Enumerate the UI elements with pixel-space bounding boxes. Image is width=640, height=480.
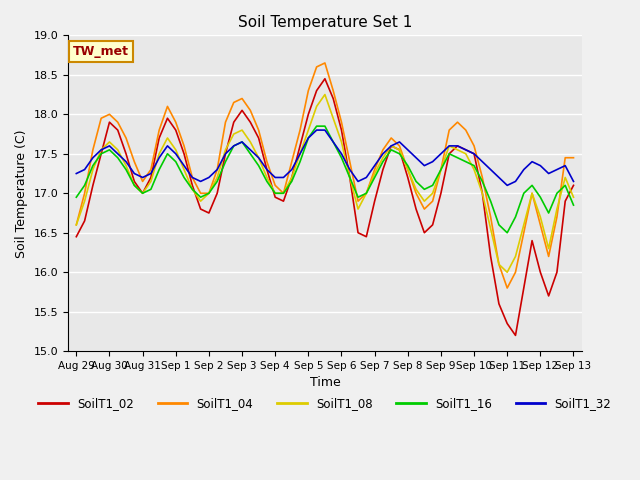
SoilT1_32 [346, 167, 354, 172]
SoilT1_08 [504, 269, 511, 275]
SoilT1_16 [346, 175, 354, 180]
SoilT1_32 [379, 151, 387, 156]
SoilT1_02 [189, 182, 196, 188]
SoilT1_04 [379, 147, 387, 153]
Line: SoilT1_02: SoilT1_02 [76, 79, 573, 336]
SoilT1_16 [379, 159, 387, 165]
SoilT1_08 [189, 186, 196, 192]
SoilT1_02 [520, 285, 527, 291]
SoilT1_08 [72, 222, 80, 228]
SoilT1_16 [172, 159, 180, 165]
SoilT1_08 [321, 92, 329, 97]
SoilT1_08 [520, 222, 527, 228]
SoilT1_02 [570, 182, 577, 188]
Line: SoilT1_16: SoilT1_16 [76, 126, 573, 233]
SoilT1_32 [520, 167, 527, 172]
SoilT1_04 [570, 155, 577, 161]
SoilT1_32 [570, 179, 577, 184]
SoilT1_04 [189, 175, 196, 180]
SoilT1_04 [346, 159, 354, 165]
Line: SoilT1_32: SoilT1_32 [76, 130, 573, 185]
SoilT1_32 [72, 171, 80, 177]
SoilT1_32 [313, 127, 321, 133]
SoilT1_16 [189, 186, 196, 192]
SoilT1_04 [504, 285, 511, 291]
SoilT1_32 [246, 147, 254, 153]
SoilT1_04 [520, 230, 527, 236]
SoilT1_32 [504, 182, 511, 188]
SoilT1_04 [172, 120, 180, 125]
Text: TW_met: TW_met [73, 45, 129, 58]
SoilT1_08 [570, 194, 577, 200]
SoilT1_16 [504, 230, 511, 236]
Legend: SoilT1_02, SoilT1_04, SoilT1_08, SoilT1_16, SoilT1_32: SoilT1_02, SoilT1_04, SoilT1_08, SoilT1_… [34, 392, 616, 415]
Line: SoilT1_08: SoilT1_08 [76, 95, 573, 272]
SoilT1_04 [246, 108, 254, 113]
SoilT1_02 [172, 127, 180, 133]
Y-axis label: Soil Temperature (C): Soil Temperature (C) [15, 129, 28, 257]
SoilT1_16 [72, 194, 80, 200]
SoilT1_32 [189, 175, 196, 180]
SoilT1_08 [379, 155, 387, 161]
SoilT1_08 [346, 175, 354, 180]
SoilT1_02 [246, 120, 254, 125]
SoilT1_16 [246, 151, 254, 156]
SoilT1_04 [321, 60, 329, 66]
SoilT1_02 [511, 333, 519, 338]
SoilT1_04 [72, 222, 80, 228]
SoilT1_08 [172, 147, 180, 153]
SoilT1_16 [520, 191, 527, 196]
SoilT1_02 [72, 234, 80, 240]
SoilT1_02 [321, 76, 329, 82]
SoilT1_02 [379, 167, 387, 172]
X-axis label: Time: Time [310, 376, 340, 389]
SoilT1_08 [246, 139, 254, 145]
SoilT1_02 [346, 175, 354, 180]
SoilT1_16 [313, 123, 321, 129]
SoilT1_16 [570, 202, 577, 208]
Title: Soil Temperature Set 1: Soil Temperature Set 1 [237, 15, 412, 30]
SoilT1_32 [172, 151, 180, 156]
Line: SoilT1_04: SoilT1_04 [76, 63, 573, 288]
